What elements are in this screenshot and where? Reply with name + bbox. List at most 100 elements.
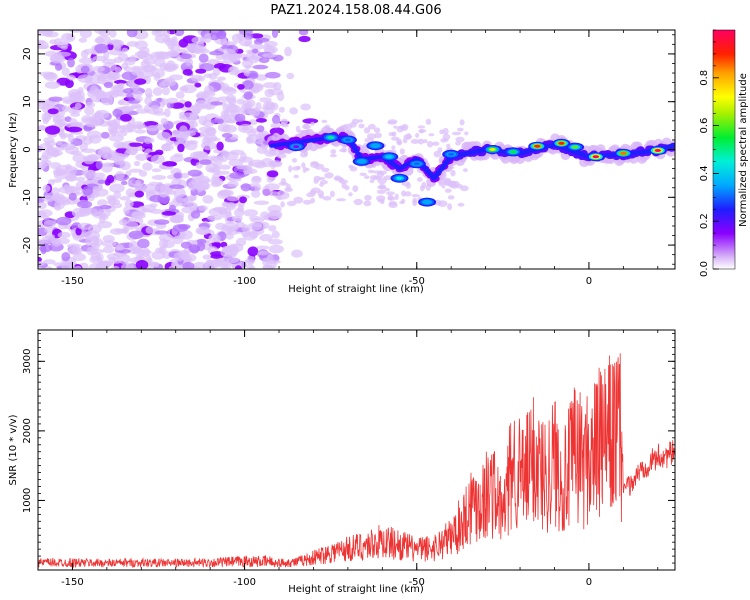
noise-blob <box>119 196 131 201</box>
noise-blob <box>319 180 328 185</box>
noise-blob <box>97 220 113 229</box>
noise-blob <box>69 118 78 126</box>
noise-blob <box>139 46 150 55</box>
noise-blob <box>226 196 239 202</box>
noise-blob <box>444 180 453 187</box>
noise-blob <box>210 156 224 162</box>
noise-blob <box>280 201 285 208</box>
noise-blob <box>144 87 153 98</box>
ridge-peak <box>396 176 403 180</box>
noise-blob <box>364 175 370 180</box>
noise-blob <box>180 241 192 249</box>
noise-blob <box>263 107 275 115</box>
noise-blob <box>262 82 278 89</box>
noise-blob <box>151 30 166 37</box>
ridge-peak <box>358 159 365 163</box>
noise-blob <box>85 101 96 108</box>
noise-blob <box>75 176 86 182</box>
noise-blob <box>267 46 278 54</box>
noise-blob <box>158 233 174 242</box>
noise-blob <box>170 43 181 53</box>
noise-blob <box>259 234 273 242</box>
spectrogram-y-ticks: -20 -10 0 10 20 <box>22 34 675 265</box>
noise-blob <box>177 143 185 153</box>
noise-blob <box>134 129 147 134</box>
noise-blob <box>75 227 82 236</box>
noise-blob <box>189 111 199 121</box>
noise-blob <box>173 172 183 179</box>
noise-blob <box>48 96 64 102</box>
noise-blob <box>250 33 264 39</box>
noise-blob <box>78 37 88 43</box>
noise-blob <box>77 87 84 93</box>
noise-blob <box>172 197 187 204</box>
noise-blob <box>387 119 398 124</box>
noise-blob <box>351 118 360 125</box>
noise-blob <box>234 265 242 269</box>
noise-blob <box>166 102 174 109</box>
noise-blob <box>84 230 101 241</box>
noise-blob <box>74 102 82 110</box>
noise-blob <box>349 166 358 172</box>
noise-blob <box>286 200 297 207</box>
noise-blob <box>229 172 246 179</box>
noise-blob <box>114 245 125 251</box>
noise-blob <box>243 91 253 100</box>
noise-blob <box>130 103 142 109</box>
noise-blob <box>38 39 46 44</box>
noise-blob <box>245 263 254 269</box>
noise-blob <box>128 230 144 240</box>
noise-blob <box>38 201 47 210</box>
noise-blob <box>170 154 184 163</box>
noise-blob <box>447 203 453 211</box>
noise-blob <box>302 118 319 124</box>
noise-blob <box>64 145 80 155</box>
noise-blob <box>89 85 99 95</box>
noise-blob <box>207 215 223 221</box>
noise-blob <box>102 235 115 243</box>
noise-blob <box>164 77 174 83</box>
ridge-peak <box>413 162 420 166</box>
noise-blob <box>291 166 301 171</box>
spectrogram-y-tick-label: -20 <box>22 237 33 253</box>
noise-blob <box>372 170 383 174</box>
noise-blob <box>249 215 261 221</box>
noise-blob <box>399 148 405 155</box>
noise-blob <box>38 261 46 267</box>
noise-blob <box>450 169 456 177</box>
noise-blob <box>63 184 70 191</box>
noise-blob <box>66 34 73 41</box>
ridge-peak <box>571 145 579 149</box>
noise-blob <box>248 72 258 78</box>
noise-blob <box>334 175 342 181</box>
noise-blob <box>268 209 283 220</box>
noise-blob <box>135 153 148 161</box>
noise-blob <box>246 136 253 144</box>
spectrogram-x-ticks: -150 -100 -50 0 <box>37 30 659 287</box>
noise-blob <box>305 167 310 172</box>
noise-blob <box>286 72 295 80</box>
noise-blob <box>67 57 75 68</box>
noise-blob <box>295 125 301 133</box>
noise-blob <box>126 41 139 47</box>
noise-blob <box>83 48 97 55</box>
noise-blob <box>457 127 464 132</box>
noise-blob <box>67 133 74 144</box>
noise-blob <box>53 262 66 267</box>
noise-blob <box>257 251 269 256</box>
noise-blob <box>428 133 435 137</box>
noise-blob <box>224 151 239 161</box>
noise-blob <box>363 127 371 134</box>
noise-blob <box>218 164 231 170</box>
noise-blob <box>164 50 180 57</box>
noise-blob <box>268 244 284 254</box>
noise-blob <box>324 172 334 179</box>
noise-blob <box>437 200 448 208</box>
noise-blob <box>115 66 122 74</box>
noise-blob <box>92 185 100 192</box>
noise-blob <box>276 153 287 159</box>
noise-blob <box>83 169 96 180</box>
noise-blob <box>266 176 274 183</box>
noise-blob <box>65 174 77 181</box>
noise-blob <box>56 216 72 226</box>
